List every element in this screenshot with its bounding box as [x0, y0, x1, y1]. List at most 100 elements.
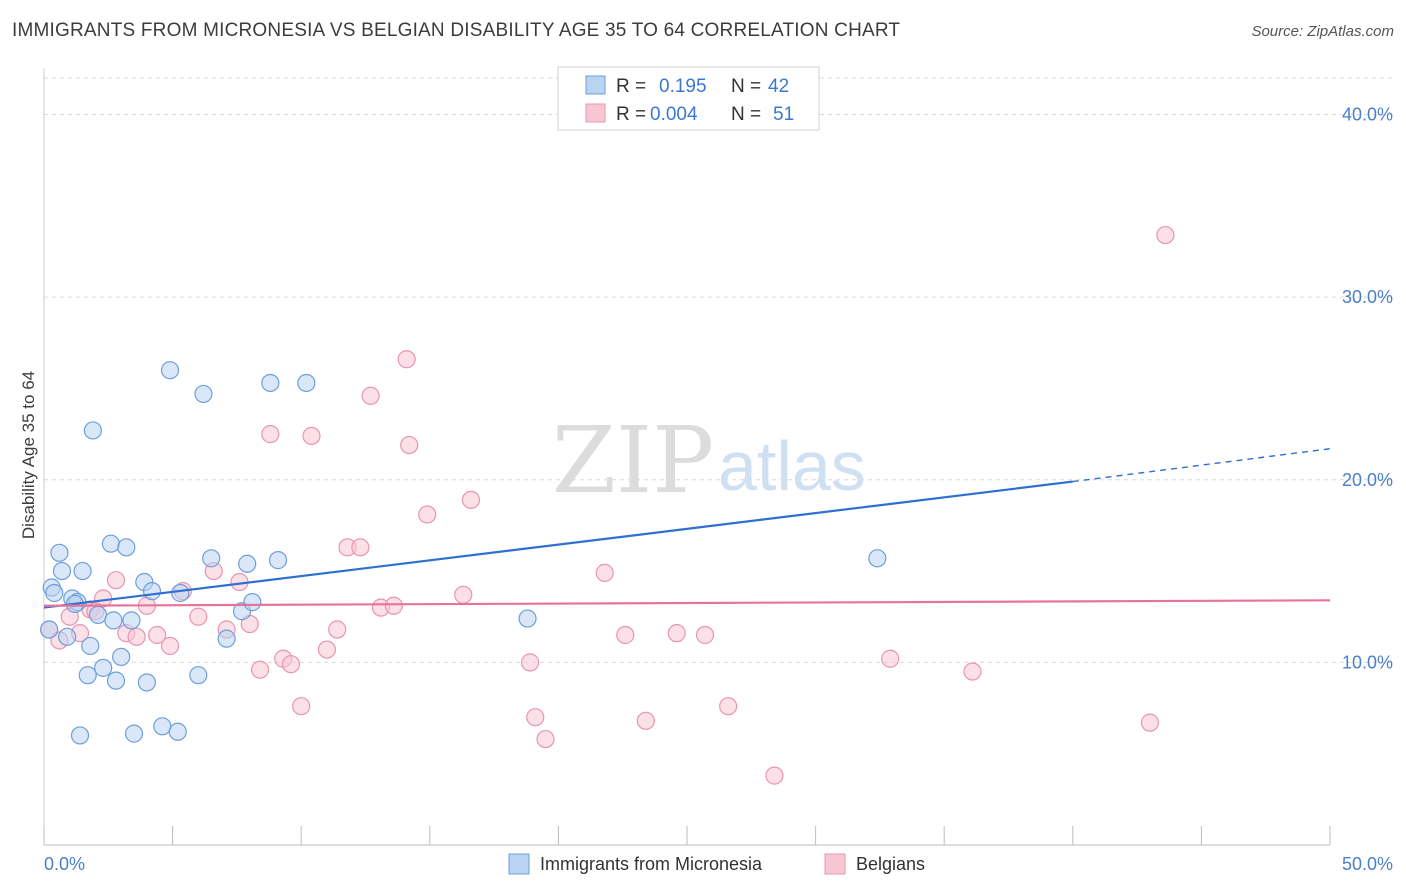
data-point — [101, 534, 120, 553]
data-point — [281, 655, 301, 674]
legend-r-label-2: R = — [616, 104, 646, 125]
data-point — [881, 649, 900, 668]
data-point — [45, 583, 64, 603]
legend-swatch-blue — [585, 75, 606, 95]
data-point — [418, 505, 437, 524]
data-point — [112, 647, 131, 667]
data-point — [83, 421, 102, 440]
chart-title: IMMIGRANTS FROM MICRONESIA VS BELGIAN DI… — [12, 20, 901, 41]
data-point — [302, 426, 321, 446]
data-point — [250, 660, 270, 679]
data-point — [400, 435, 419, 455]
data-point — [168, 722, 187, 741]
legend-n-label-1: N = — [731, 76, 761, 97]
data-point — [217, 629, 236, 648]
data-point — [189, 607, 208, 626]
trendlines — [43, 448, 1331, 609]
data-point — [81, 636, 100, 656]
data-point — [454, 585, 473, 604]
data-point — [124, 724, 144, 743]
data-point — [117, 538, 136, 557]
data-point — [317, 640, 337, 659]
data-point — [397, 350, 416, 369]
legend-n-value-2: 51 — [773, 104, 794, 125]
data-point — [261, 425, 280, 444]
trendline-micronesia — [43, 480, 1073, 609]
legend-r-value-2: 0.004 — [650, 104, 698, 125]
grid-lines — [44, 77, 1395, 663]
data-point — [361, 386, 380, 405]
data-point — [202, 549, 221, 568]
x-tick-label: 0.0% — [44, 854, 85, 874]
data-point — [58, 627, 77, 646]
data-point — [238, 554, 257, 573]
data-point — [70, 726, 90, 745]
data-point — [461, 490, 481, 509]
data-point — [153, 717, 172, 736]
watermark: ZIP atlas — [552, 407, 866, 514]
data-point — [127, 627, 146, 646]
data-point — [963, 662, 982, 681]
data-point — [526, 708, 545, 727]
data-point — [189, 666, 208, 685]
data-point — [695, 625, 715, 645]
data-point — [261, 373, 280, 393]
data-point — [94, 658, 113, 677]
data-point — [194, 384, 213, 404]
legend-r-value-1: 0.195 — [659, 76, 707, 97]
bottom-legend: Immigrants from Micronesia Belgians — [508, 853, 925, 875]
data-point — [667, 624, 686, 643]
bottom-legend-label-micronesia: Immigrants from Micronesia — [540, 854, 763, 874]
axes — [43, 68, 1331, 846]
watermark-atlas: atlas — [718, 427, 866, 505]
data-point — [536, 729, 555, 749]
data-point — [78, 666, 97, 685]
y-tick-label: 40.0% — [1342, 105, 1393, 125]
data-point — [384, 596, 403, 615]
y-axis-label: Disability Age 35 to 64 — [19, 371, 38, 539]
legend-swatch-pink — [585, 103, 606, 123]
data-point — [292, 697, 311, 716]
bottom-legend-swatch-pink — [824, 853, 846, 875]
data-point — [122, 611, 141, 630]
series-micronesia — [40, 361, 887, 745]
data-point — [88, 605, 108, 625]
data-point — [171, 583, 190, 603]
data-point — [106, 671, 126, 690]
legend: R = 0.195 N = 42 R = 0.004 N = 51 — [557, 66, 820, 131]
data-point — [40, 620, 59, 639]
data-point — [868, 549, 887, 568]
legend-n-label-2: N = — [731, 104, 761, 125]
data-point — [1140, 713, 1160, 732]
trendline-micronesia-extension — [1072, 448, 1331, 483]
watermark-zip: ZIP — [552, 407, 714, 514]
data-point — [1156, 225, 1175, 245]
data-point — [104, 611, 123, 630]
legend-n-value-1: 42 — [768, 76, 789, 97]
data-point — [160, 361, 180, 380]
data-point — [297, 373, 316, 393]
data-point — [160, 636, 180, 656]
data-point — [268, 551, 288, 570]
data-point — [595, 563, 614, 582]
data-point — [765, 766, 784, 785]
bottom-legend-swatch-blue — [508, 853, 530, 875]
trendline-belgians — [43, 599, 1331, 607]
data-point — [243, 593, 262, 612]
source-credit: Source: ZipAtlas.com — [1251, 23, 1394, 40]
data-point — [521, 653, 540, 672]
data-point — [137, 673, 156, 692]
data-point — [616, 625, 635, 645]
data-point — [52, 561, 72, 581]
bottom-legend-label-belgians: Belgians — [856, 854, 925, 874]
y-tick-label: 20.0% — [1342, 470, 1393, 490]
data-point — [351, 538, 370, 557]
y-tick-label: 10.0% — [1342, 652, 1393, 672]
data-point — [148, 625, 167, 645]
x-tick-label: 50.0% — [1342, 854, 1393, 874]
y-tick-label: 30.0% — [1342, 287, 1393, 307]
data-point — [142, 582, 162, 601]
data-point — [719, 697, 738, 716]
data-point — [518, 609, 537, 628]
